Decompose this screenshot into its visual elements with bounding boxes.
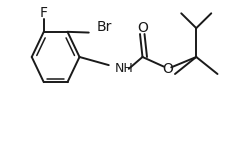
Text: O: O — [137, 21, 148, 35]
Text: Br: Br — [96, 20, 112, 34]
Text: O: O — [162, 62, 173, 76]
Text: F: F — [40, 6, 48, 20]
Text: NH: NH — [115, 62, 134, 75]
